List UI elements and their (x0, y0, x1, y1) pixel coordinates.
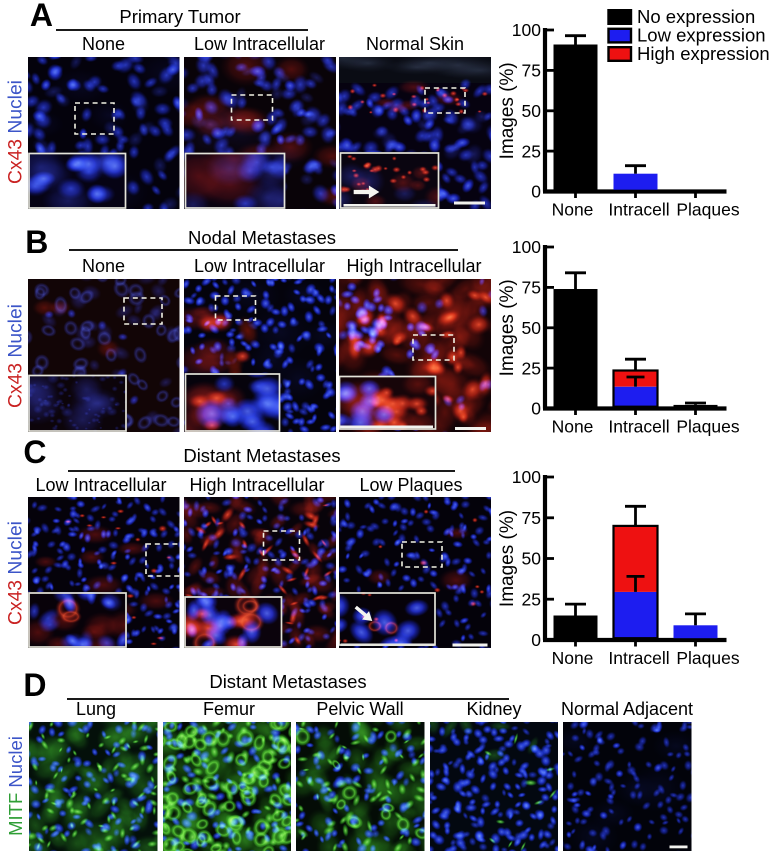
svg-text:0: 0 (531, 630, 541, 650)
svg-text:25: 25 (522, 141, 541, 161)
svg-text:Plaques: Plaques (676, 200, 739, 220)
svg-text:None: None (552, 648, 594, 668)
svg-text:25: 25 (522, 590, 541, 610)
svg-text:Low expression: Low expression (637, 25, 766, 46)
svg-text:High expression: High expression (637, 43, 769, 64)
svg-text:None: None (552, 200, 594, 220)
svg-text:75: 75 (522, 508, 541, 528)
svg-text:25: 25 (522, 358, 541, 378)
svg-text:50: 50 (522, 318, 542, 338)
svg-text:Intracell: Intracell (608, 417, 669, 437)
svg-text:0: 0 (531, 399, 541, 419)
svg-text:Images (%): Images (%) (497, 510, 518, 607)
svg-text:75: 75 (522, 61, 541, 81)
svg-text:Intracell: Intracell (608, 200, 669, 220)
svg-text:No expression: No expression (637, 6, 755, 27)
svg-text:0: 0 (531, 182, 541, 202)
svg-text:Images (%): Images (%) (497, 62, 518, 159)
svg-text:100: 100 (512, 237, 541, 257)
svg-text:Plaques: Plaques (676, 417, 739, 437)
svg-text:75: 75 (522, 278, 541, 298)
svg-text:Plaques: Plaques (676, 648, 739, 668)
svg-text:Intracell: Intracell (608, 648, 669, 668)
svg-text:100: 100 (512, 20, 541, 40)
svg-text:100: 100 (512, 467, 541, 487)
svg-text:50: 50 (522, 549, 542, 569)
svg-text:50: 50 (522, 101, 542, 121)
svg-text:None: None (552, 417, 594, 437)
svg-text:Images (%): Images (%) (497, 279, 518, 376)
